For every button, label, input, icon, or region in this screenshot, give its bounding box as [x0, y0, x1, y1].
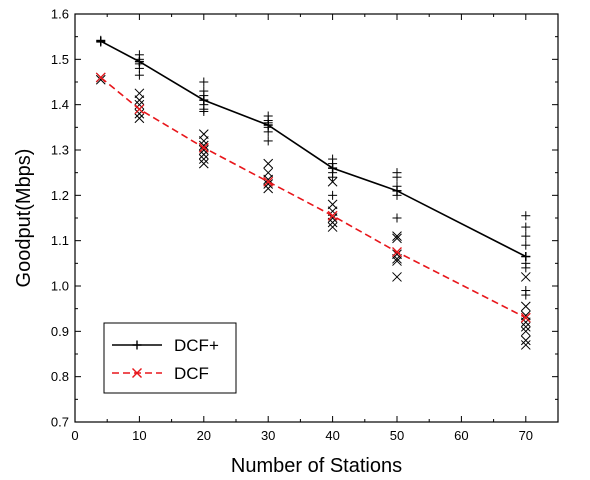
- scatter-point-dcf-plus: [521, 231, 531, 241]
- y-tick-label: 0.9: [51, 324, 69, 339]
- legend-marker-dcf: [132, 368, 142, 378]
- scatter-point-dcf-plus: [521, 240, 531, 250]
- scatter-point-dcf-plus: [521, 263, 531, 273]
- x-tick-label: 10: [132, 428, 146, 443]
- y-tick-label: 1.5: [51, 52, 69, 67]
- y-tick-label: 1.2: [51, 188, 69, 203]
- scatter-point-dcf: [327, 222, 338, 232]
- legend-box: [103, 322, 237, 394]
- y-tick-label: 1.6: [51, 7, 69, 22]
- scatter-point-dcf: [520, 340, 531, 350]
- scatter-point-dcf: [392, 249, 402, 260]
- scatter-point-dcf: [327, 199, 338, 210]
- scatter-point-dcf: [263, 167, 274, 178]
- scatter-point-dcf: [327, 176, 338, 187]
- series-marker-dcf-plus: [392, 186, 402, 196]
- legend: DCF+ DCF: [103, 322, 237, 394]
- scatter-point-dcf-plus: [199, 106, 209, 116]
- scatter-point-dcf-plus: [392, 213, 402, 223]
- scatter-point-dcf-plus: [328, 172, 338, 182]
- scatter-point-dcf: [392, 233, 402, 244]
- scatter-point-dcf: [134, 95, 145, 105]
- scatter-point-dcf: [392, 272, 402, 282]
- series-marker-dcf: [263, 176, 274, 187]
- series-marker-dcf: [327, 210, 338, 221]
- x-tick-label: 50: [390, 428, 404, 443]
- series-marker-dcf: [392, 247, 402, 257]
- x-tick-label: 60: [454, 428, 468, 443]
- series-marker-dcf: [198, 142, 209, 153]
- scatter-point-dcf: [520, 335, 531, 346]
- series-marker-dcf: [134, 104, 145, 115]
- legend-label-dcf: DCF: [174, 364, 209, 383]
- scatter-point-dcf: [392, 231, 402, 241]
- series-marker-dcf-plus: [521, 252, 531, 262]
- y-axis-title: Goodput(Mbps): [13, 149, 35, 288]
- legend-marker-dcf-plus: [132, 340, 142, 350]
- scatter-point-dcf: [520, 326, 531, 337]
- series-marker-dcf-plus: [96, 36, 106, 46]
- scatter-point-dcf-plus: [328, 190, 338, 200]
- scatter-point-dcf: [134, 108, 145, 119]
- series-marker-dcf: [95, 72, 106, 83]
- series-marker-dcf: [520, 312, 531, 323]
- series-marker-dcf-plus: [134, 57, 144, 67]
- scatter-point-dcf: [263, 158, 274, 169]
- x-tick-label: 20: [197, 428, 211, 443]
- x-tick-label: 0: [71, 428, 78, 443]
- scatter-point-dcf: [520, 272, 531, 282]
- series-marker-dcf-plus: [199, 95, 209, 105]
- series-marker-dcf-plus: [263, 120, 273, 130]
- legend-label-dcf-plus: DCF+: [174, 336, 219, 355]
- scatter-point-dcf-plus: [392, 172, 402, 182]
- y-tick-label: 1.1: [51, 233, 69, 248]
- scatter-point-dcf-plus: [199, 77, 209, 87]
- series-line-dcf: [100, 76, 527, 319]
- scatter-point-dcf: [263, 179, 274, 189]
- scatter-point-dcf: [198, 129, 209, 139]
- scatter-point-dcf-plus: [521, 211, 531, 221]
- scatter-point-dcf-plus: [521, 290, 531, 300]
- scatter-point-dcf-plus: [134, 70, 144, 80]
- axes: 0 10 20 30 40 50 60 70 0.7 0.8 0.9 1.0 1.1 1.2 1.3 1.4 1…: [51, 7, 559, 443]
- scatter-point-dcf: [134, 113, 145, 124]
- x-tick-label: 30: [261, 428, 275, 443]
- series-line-dcf-plus: [100, 40, 527, 258]
- scatter-point-dcf: [134, 88, 145, 99]
- series-marker-dcf-plus: [328, 163, 338, 173]
- scatter-point-dcf: [198, 145, 209, 155]
- scatter-point-dcf: [198, 154, 209, 164]
- scatter-point-dcf: [198, 158, 209, 169]
- scatter-point-dcf: [392, 256, 402, 266]
- scatter-point-dcf: [520, 301, 531, 312]
- scatter-point-dcf: [134, 99, 145, 110]
- y-tick-label: 0.7: [51, 415, 69, 430]
- plot-area: [95, 35, 531, 350]
- scatter-point-dcf: [520, 321, 531, 332]
- x-tick-label: 40: [325, 428, 339, 443]
- scatter-point-dcf: [520, 310, 531, 321]
- scatter-point-dcf-plus: [521, 222, 531, 232]
- y-tick-label: 1.0: [51, 279, 69, 294]
- scatter-point-dcf: [520, 317, 531, 328]
- scatter-point-dcf-plus: [263, 136, 273, 146]
- x-tick-label: 70: [519, 428, 533, 443]
- y-tick-label: 1.4: [51, 97, 69, 112]
- x-axis-title: Number of Stations: [231, 455, 402, 477]
- scatter-point-dcf: [95, 74, 106, 85]
- y-tick-label: 1.3: [51, 143, 69, 158]
- y-tick-label: 0.8: [51, 369, 69, 384]
